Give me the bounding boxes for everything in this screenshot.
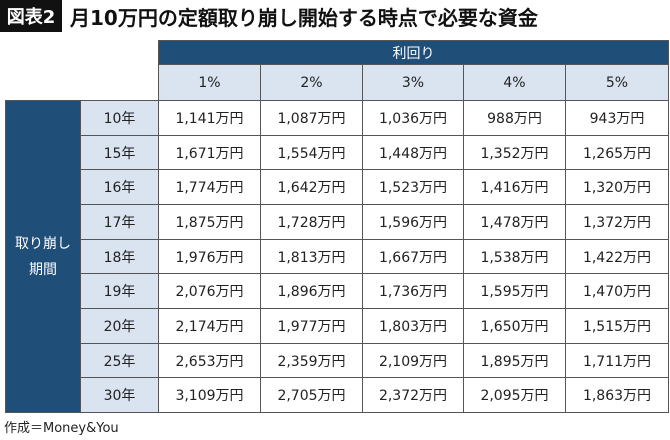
- data-cell: 1,470万円: [565, 273, 669, 309]
- data-cell: 3,109万円: [158, 377, 261, 413]
- row-header: 18年: [80, 239, 159, 274]
- data-cell: 1,352万円: [463, 135, 566, 170]
- data-cell: 1,813万円: [260, 239, 363, 274]
- data-cell: 1,320万円: [565, 169, 669, 205]
- row-header: 17年: [80, 204, 159, 240]
- data-cell: 2,359万円: [260, 343, 363, 378]
- data-cell: 988万円: [463, 100, 566, 136]
- data-cell: 1,595万円: [463, 273, 566, 309]
- data-cell: 1,896万円: [260, 273, 363, 309]
- row-header: 30年: [80, 377, 159, 413]
- data-cell: 1,087万円: [260, 100, 363, 136]
- row-header: 15年: [80, 135, 159, 170]
- data-cell: 1,141万円: [158, 100, 261, 136]
- row-group-line: 取り崩し: [15, 235, 71, 252]
- data-cell: 1,875万円: [158, 204, 261, 240]
- data-cell: 1,711万円: [565, 343, 669, 378]
- row-group-line: 期間: [29, 261, 57, 278]
- row-header: 25年: [80, 343, 159, 378]
- data-cell: 1,976万円: [158, 239, 261, 274]
- data-cell: 1,036万円: [362, 100, 464, 136]
- data-cell: 2,653万円: [158, 343, 261, 378]
- data-cell: 1,596万円: [362, 204, 464, 240]
- data-cell: 1,416万円: [463, 169, 566, 205]
- data-cell: 2,174万円: [158, 308, 261, 344]
- row-header: 16年: [80, 169, 159, 205]
- group-header: 利回り: [158, 40, 669, 65]
- data-cell: 2,076万円: [158, 273, 261, 309]
- data-cell: 1,538万円: [463, 239, 566, 274]
- data-cell: 1,671万円: [158, 135, 261, 170]
- data-cell: 1,977万円: [260, 308, 363, 344]
- data-cell: 1,803万円: [362, 308, 464, 344]
- data-cell: 1,774万円: [158, 169, 261, 205]
- data-cell: 2,109万円: [362, 343, 464, 378]
- data-cell: 2,095万円: [463, 377, 566, 413]
- data-cell: 943万円: [565, 100, 669, 136]
- title-badge: 図表2: [0, 0, 62, 32]
- data-cell: 1,515万円: [565, 308, 669, 344]
- data-cell: 2,372万円: [362, 377, 464, 413]
- data-cell: 1,736万円: [362, 273, 464, 309]
- row-header: 20年: [80, 308, 159, 344]
- column-header: 4%: [463, 64, 566, 101]
- data-cell: 1,650万円: [463, 308, 566, 344]
- row-group-header: 取り崩し 期間: [5, 100, 81, 413]
- data-cell: 1,667万円: [362, 239, 464, 274]
- data-cell: 1,523万円: [362, 169, 464, 205]
- column-header: 1%: [158, 64, 261, 101]
- column-header: 3%: [362, 64, 464, 101]
- source: 作成＝Money&You: [4, 420, 119, 436]
- data-cell: 1,895万円: [463, 343, 566, 378]
- data-cell: 1,728万円: [260, 204, 363, 240]
- data-cell: 1,478万円: [463, 204, 566, 240]
- row-header: 19年: [80, 273, 159, 309]
- row-header: 10年: [80, 100, 159, 136]
- column-header: 2%: [260, 64, 363, 101]
- data-cell: 1,554万円: [260, 135, 363, 170]
- title: 月10万円の定額取り崩し開始する時点で必要な資金: [70, 5, 538, 30]
- data-cell: 1,372万円: [565, 204, 669, 240]
- column-header: 5%: [565, 64, 669, 101]
- data-cell: 1,422万円: [565, 239, 669, 274]
- data-cell: 1,863万円: [565, 377, 669, 413]
- data-cell: 1,448万円: [362, 135, 464, 170]
- data-cell: 1,642万円: [260, 169, 363, 205]
- data-cell: 1,265万円: [565, 135, 669, 170]
- data-cell: 2,705万円: [260, 377, 363, 413]
